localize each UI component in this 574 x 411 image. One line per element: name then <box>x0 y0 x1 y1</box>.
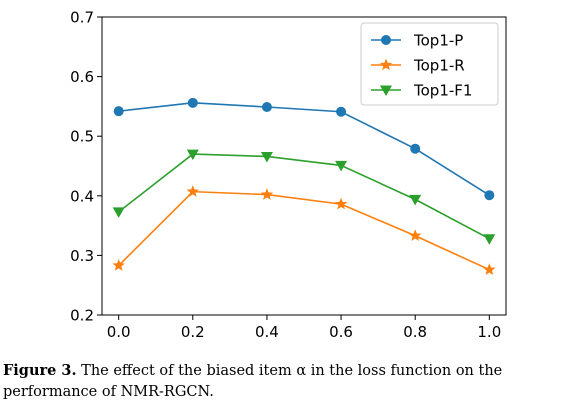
data-point-top1-f1 <box>260 151 273 163</box>
series-line-top1-p <box>118 102 490 196</box>
y-tick-label: 0.6 <box>70 68 94 86</box>
legend-marker-top1-p <box>381 35 391 45</box>
x-tick-label: 0.8 <box>403 323 427 341</box>
data-point-top1-f1 <box>112 207 125 218</box>
figure-caption: Figure 3. The effect of the biased item … <box>3 360 573 403</box>
legend-label-top1-r: Top1-R <box>413 57 465 75</box>
plot-layer: 0.2 0.3 0.4 0.5 0.6 0.7 0.0 0.2 0.4 0.6 0.8 1.0 Top1… <box>70 9 507 341</box>
data-point-top1-f1 <box>186 149 199 161</box>
line-chart: 0.2 0.3 0.4 0.5 0.6 0.7 0.0 0.2 0.4 0.6 0.8 1.0 Top1… <box>70 9 507 341</box>
data-point-top1-f1 <box>335 160 348 172</box>
data-point-top1-r <box>112 259 125 271</box>
y-tick-label: 0.7 <box>70 9 94 27</box>
data-point-top1-f1 <box>409 194 422 206</box>
y-tick-label: 0.5 <box>70 128 94 146</box>
data-point-top1-p <box>261 101 272 112</box>
plot-frame <box>101 16 507 316</box>
y-tick-label: 0.3 <box>70 247 94 265</box>
x-tick-label: 0.2 <box>181 323 205 341</box>
data-point-top1-p <box>187 97 198 108</box>
legend-label-top1-f1: Top1-F1 <box>413 82 472 100</box>
data-point-top1-p <box>336 106 347 117</box>
y-tick-label: 0.4 <box>70 187 94 205</box>
series-line-top1-r <box>118 190 490 271</box>
data-point-top1-r <box>186 185 199 197</box>
y-tick-label: 0.2 <box>70 307 94 325</box>
x-tick-label: 1.0 <box>477 323 501 341</box>
legend-box <box>360 22 499 106</box>
data-point-top1-p <box>113 106 124 117</box>
x-tick-label: 0.4 <box>255 323 279 341</box>
data-point-top1-p <box>410 143 421 154</box>
data-point-top1-r <box>334 197 348 210</box>
caption-text: The effect of the biased item α in the l… <box>3 363 503 400</box>
legend-label-top1-p: Top1-P <box>413 32 463 50</box>
data-point-top1-r <box>409 229 422 241</box>
x-tick-label: 0.6 <box>329 323 353 341</box>
legend-marker-top1-r <box>379 58 393 71</box>
data-point-top1-r <box>260 188 274 200</box>
figure-label: Figure 3. <box>3 362 77 379</box>
data-point-top1-r <box>483 263 496 275</box>
x-tick-label: 0.0 <box>107 323 131 341</box>
data-point-top1-f1 <box>483 234 496 245</box>
legend-marker-top1-f1 <box>380 85 392 96</box>
series-line-top1-f1 <box>118 153 490 240</box>
data-point-top1-p <box>484 190 495 201</box>
